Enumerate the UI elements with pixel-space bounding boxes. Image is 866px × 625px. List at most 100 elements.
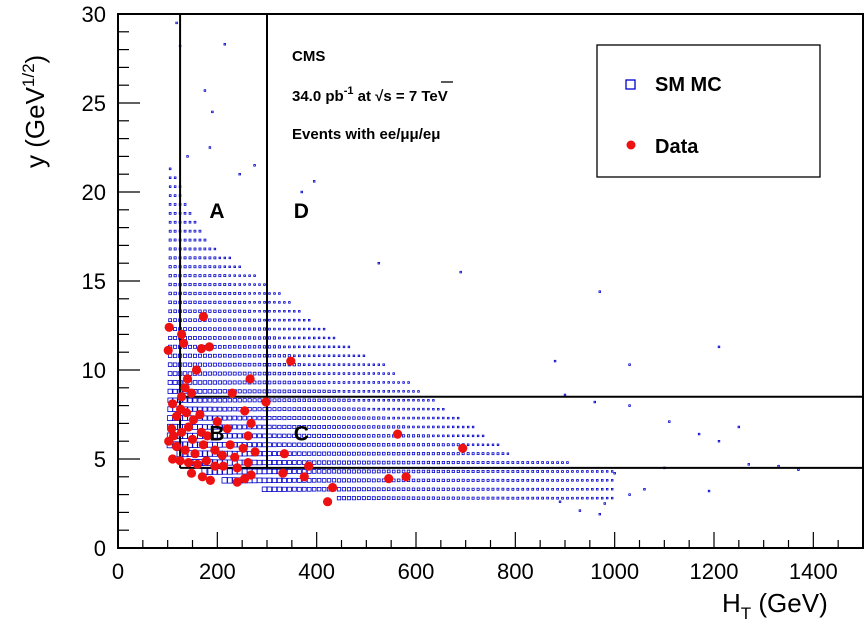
mc-box <box>286 468 292 474</box>
mc-box <box>277 398 282 403</box>
mc-box <box>411 434 416 438</box>
mc-box <box>511 461 515 464</box>
mc-box <box>511 470 515 473</box>
mc-box <box>258 318 262 322</box>
mc-box <box>628 404 631 407</box>
mc-box <box>337 407 341 411</box>
mc-box <box>321 460 327 465</box>
mc-box <box>312 416 316 420</box>
mc-box <box>292 424 297 429</box>
mc-box <box>307 371 311 376</box>
mc-box <box>531 496 535 500</box>
mc-box <box>183 229 187 233</box>
mc-box <box>361 460 366 465</box>
mc-box <box>481 478 485 482</box>
mc-box <box>501 478 505 482</box>
mc-box <box>371 478 376 483</box>
data-point <box>164 436 174 446</box>
mc-box <box>302 327 306 331</box>
info-block: CMS 34.0 pb-1 at √s = 7 TeV Events with … <box>292 48 453 143</box>
mc-box <box>737 425 741 429</box>
mc-box <box>561 470 564 473</box>
mc-box <box>168 300 172 304</box>
data-point <box>201 456 211 466</box>
mc-box <box>297 354 301 358</box>
mc-box <box>526 470 530 473</box>
data-point <box>227 388 237 398</box>
mc-box <box>506 487 510 491</box>
mc-box <box>242 362 247 367</box>
mc-box <box>322 363 326 366</box>
y-axis-title: y (GeV1/2) <box>19 55 50 168</box>
mc-box <box>426 460 431 465</box>
mc-box <box>257 389 262 394</box>
mc-box <box>466 478 470 482</box>
mc-box <box>213 291 217 295</box>
mc-box <box>396 443 401 447</box>
mc-box <box>256 477 263 484</box>
mc-box <box>213 265 217 269</box>
mc-box <box>411 478 416 483</box>
mc-box <box>417 425 420 429</box>
mc-box <box>327 398 331 402</box>
mc-box <box>391 451 396 456</box>
mc-box <box>283 301 286 304</box>
mc-box <box>257 362 262 367</box>
mc-box <box>401 443 406 447</box>
data-point <box>190 449 200 459</box>
mc-box <box>233 327 237 331</box>
mc-box <box>223 274 227 278</box>
mc-box <box>406 496 411 500</box>
mc-box <box>247 442 253 448</box>
mc-box <box>536 470 540 473</box>
mc-box <box>302 398 306 402</box>
mc-box <box>173 256 177 260</box>
mc-box <box>346 460 351 465</box>
mc-box <box>327 416 331 420</box>
mc-box <box>326 469 332 474</box>
mc-box <box>252 327 257 331</box>
mc-box <box>198 229 202 233</box>
mc-box <box>337 451 341 456</box>
mc-box <box>267 424 272 430</box>
mc-box <box>298 318 301 322</box>
mc-box <box>332 442 336 447</box>
mc-box <box>261 468 268 475</box>
mc-box <box>168 238 172 242</box>
mc-box <box>347 372 351 375</box>
mc-box <box>272 415 277 421</box>
mc-box <box>173 220 177 224</box>
x-tick-label: 0 <box>112 559 124 584</box>
mc-box <box>197 380 203 385</box>
mc-box <box>381 487 386 492</box>
mc-box <box>237 345 242 349</box>
mc-box <box>257 380 262 385</box>
mc-box <box>376 443 381 447</box>
mc-box <box>312 180 316 183</box>
mc-box <box>282 398 287 403</box>
mc-box <box>186 155 189 158</box>
mc-box <box>521 470 525 473</box>
mc-box <box>276 486 282 492</box>
mc-box <box>267 362 272 367</box>
mc-box <box>228 318 232 322</box>
mc-box <box>218 274 222 278</box>
mc-box <box>168 318 172 323</box>
mc-box <box>451 425 455 429</box>
x-tick-label: 200 <box>199 559 236 584</box>
mc-box <box>268 327 271 331</box>
mc-box <box>257 336 262 340</box>
mc-box <box>312 380 316 385</box>
mc-box <box>352 425 356 429</box>
mc-box <box>227 380 232 385</box>
mc-box <box>263 309 266 313</box>
mc-box <box>238 274 241 277</box>
mc-box <box>307 336 311 340</box>
mc-box <box>452 416 455 420</box>
mc-box <box>337 398 341 402</box>
mc-box <box>481 461 485 464</box>
mc-box <box>416 496 421 500</box>
mc-box <box>496 452 500 456</box>
mc-box <box>401 496 406 500</box>
mc-box <box>461 425 465 429</box>
